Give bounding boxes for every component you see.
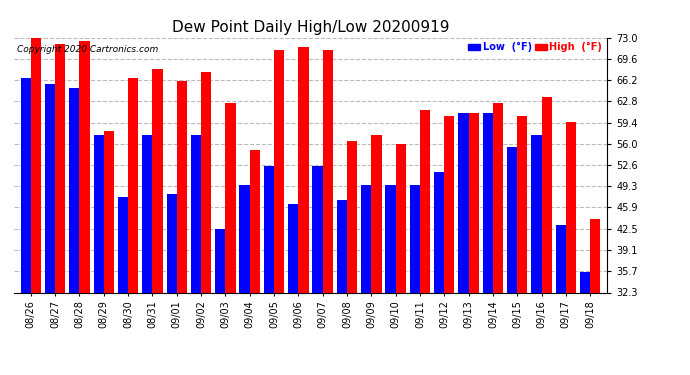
- Bar: [507, 147, 518, 375]
- Bar: [590, 219, 600, 375]
- Text: Copyright 2020 Cartronics.com: Copyright 2020 Cartronics.com: [17, 45, 158, 54]
- Bar: [104, 132, 114, 375]
- Bar: [226, 103, 235, 375]
- Bar: [191, 135, 201, 375]
- Bar: [250, 150, 260, 375]
- Bar: [239, 185, 250, 375]
- Bar: [555, 225, 566, 375]
- Bar: [469, 112, 479, 375]
- Bar: [69, 88, 79, 375]
- Bar: [518, 116, 527, 375]
- Bar: [395, 144, 406, 375]
- Bar: [542, 97, 552, 375]
- Bar: [177, 81, 187, 375]
- Bar: [313, 166, 323, 375]
- Title: Dew Point Daily High/Low 20200919: Dew Point Daily High/Low 20200919: [172, 20, 449, 35]
- Bar: [142, 135, 152, 375]
- Bar: [483, 112, 493, 375]
- Bar: [420, 110, 430, 375]
- Bar: [337, 200, 347, 375]
- Bar: [166, 194, 177, 375]
- Bar: [152, 69, 163, 375]
- Bar: [128, 78, 138, 375]
- Bar: [45, 84, 55, 375]
- Bar: [361, 185, 371, 375]
- Bar: [298, 47, 308, 375]
- Bar: [215, 229, 226, 375]
- Bar: [444, 116, 455, 375]
- Bar: [288, 204, 298, 375]
- Bar: [386, 185, 395, 375]
- Bar: [410, 185, 420, 375]
- Bar: [79, 40, 90, 375]
- Bar: [274, 50, 284, 375]
- Bar: [371, 135, 382, 375]
- Bar: [118, 197, 128, 375]
- Bar: [55, 44, 66, 375]
- Bar: [21, 78, 31, 375]
- Bar: [458, 112, 469, 375]
- Bar: [493, 103, 503, 375]
- Bar: [531, 135, 542, 375]
- Bar: [94, 135, 104, 375]
- Bar: [31, 38, 41, 375]
- Bar: [434, 172, 444, 375]
- Bar: [580, 273, 590, 375]
- Bar: [566, 122, 576, 375]
- Bar: [201, 72, 211, 375]
- Bar: [264, 166, 274, 375]
- Bar: [347, 141, 357, 375]
- Bar: [323, 50, 333, 375]
- Legend: Low  (°F), High  (°F): Low (°F), High (°F): [469, 42, 602, 52]
